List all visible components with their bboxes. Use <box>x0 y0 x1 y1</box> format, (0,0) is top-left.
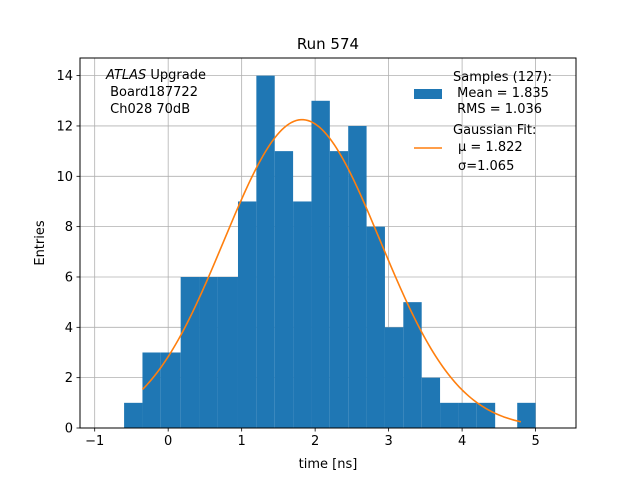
y-tick-label: 4 <box>65 321 73 336</box>
plot-frame <box>79 57 577 429</box>
histogram-bar <box>329 151 349 428</box>
histogram-bar <box>366 226 385 428</box>
y-axis-ticks: 0 2 4 6 8 10 12 14 <box>56 69 80 437</box>
histogram-bar <box>440 402 459 428</box>
legend-histogram-label: Samples (127): <box>453 70 552 85</box>
histogram-bar <box>458 402 477 428</box>
legend-histogram-swatch <box>414 89 442 99</box>
y-axis-label: Entries <box>33 220 48 266</box>
x-tick-label: 1 <box>238 434 246 449</box>
histogram-bar <box>142 352 161 428</box>
y-tick-label: 0 <box>65 422 73 437</box>
legend-fit-sigma: σ=1.065 <box>458 159 514 174</box>
histogram-bar <box>217 276 238 428</box>
legend: Samples (127): Mean = 1.835 RMS = 1.036 … <box>414 70 552 174</box>
histogram-bar <box>274 151 294 428</box>
annotation-upgrade: Upgrade <box>146 68 206 83</box>
histogram-bar <box>348 125 367 429</box>
y-tick-label: 6 <box>65 270 73 285</box>
histogram-bar <box>124 402 143 428</box>
fit-curve-group <box>141 118 522 423</box>
histogram-bar <box>403 302 422 428</box>
legend-rms: RMS = 1.036 <box>453 102 542 117</box>
histogram-bar <box>293 201 312 428</box>
chart-title: Run 574 <box>297 35 359 53</box>
x-tick-label: 2 <box>311 434 319 449</box>
legend-fit-mu: μ = 1.822 <box>458 140 523 155</box>
gaussian-fit-line <box>141 118 522 423</box>
histogram-bar <box>421 377 441 428</box>
histogram-bar <box>476 402 496 428</box>
annotation-box: ATLAS Upgrade Board187722 Ch028 70dB <box>105 68 206 117</box>
annotation-line-3: Ch028 70dB <box>106 102 190 117</box>
annotation-line-1: ATLAS Upgrade <box>105 68 206 83</box>
x-tick-label: 0 <box>164 434 172 449</box>
x-axis-ticks: −1 0 1 2 3 4 5 <box>85 428 540 449</box>
histogram-bar <box>237 201 257 428</box>
legend-fit-label: Gaussian Fit: <box>453 123 536 138</box>
histogram-bar <box>256 75 275 428</box>
histogram-bar <box>199 276 218 428</box>
legend-mean: Mean = 1.835 <box>453 86 549 101</box>
y-tick-label: 12 <box>56 119 73 134</box>
annotation-line-2: Board187722 <box>106 85 198 100</box>
histogram-bar <box>311 100 330 428</box>
y-tick-label: 8 <box>65 220 73 235</box>
histogram-bars <box>124 75 536 429</box>
x-tick-label: 3 <box>384 434 392 449</box>
x-axis-label: time [ns] <box>299 457 358 472</box>
y-tick-label: 14 <box>56 69 73 84</box>
histogram-bar <box>517 402 536 428</box>
y-tick-label: 10 <box>56 170 73 185</box>
histogram-bar <box>160 352 181 428</box>
x-tick-label: 5 <box>531 434 539 449</box>
x-tick-label: 4 <box>458 434 466 449</box>
y-tick-label: 2 <box>65 371 73 386</box>
annotation-atlas: ATLAS <box>105 68 146 83</box>
histogram-bar <box>384 327 404 428</box>
x-tick-label: −1 <box>85 434 104 449</box>
histogram-bar <box>180 276 200 428</box>
